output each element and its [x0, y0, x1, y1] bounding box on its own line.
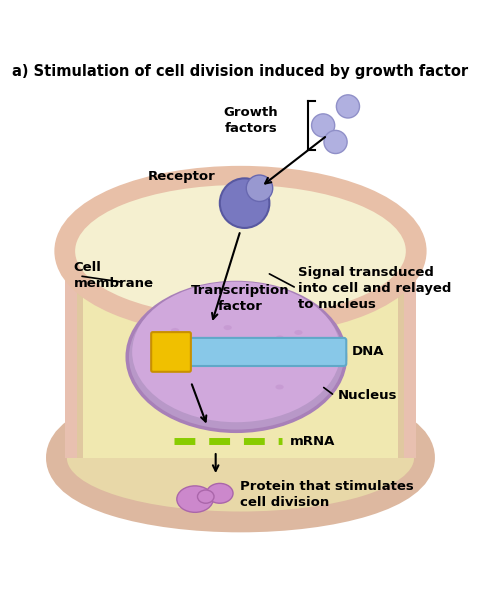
Text: Cell
membrane: Cell membrane	[73, 261, 153, 291]
Ellipse shape	[278, 370, 287, 375]
Ellipse shape	[67, 404, 413, 511]
Text: DNA: DNA	[351, 345, 384, 359]
Circle shape	[246, 175, 272, 201]
Bar	[67, 251, 413, 458]
Ellipse shape	[75, 185, 405, 317]
Ellipse shape	[67, 178, 413, 324]
Text: mRNA: mRNA	[289, 435, 335, 447]
Ellipse shape	[197, 490, 214, 503]
Text: Transcription
factor: Transcription factor	[191, 284, 289, 313]
Ellipse shape	[213, 388, 221, 393]
Circle shape	[336, 95, 359, 118]
Ellipse shape	[233, 379, 241, 384]
Ellipse shape	[67, 404, 413, 511]
Text: Nucleus: Nucleus	[337, 389, 396, 402]
Ellipse shape	[292, 375, 301, 380]
Text: Signal transduced
into cell and relayed
to nucleus: Signal transduced into cell and relayed …	[298, 266, 451, 311]
Bar	[65, 251, 83, 458]
Circle shape	[324, 130, 347, 154]
Circle shape	[219, 178, 269, 228]
Ellipse shape	[271, 384, 279, 389]
Circle shape	[311, 114, 334, 137]
Ellipse shape	[127, 283, 345, 431]
Bar	[65, 251, 77, 458]
Ellipse shape	[132, 282, 340, 422]
FancyBboxPatch shape	[159, 338, 346, 366]
Text: Receptor: Receptor	[148, 170, 215, 183]
Bar	[397, 251, 415, 458]
Ellipse shape	[296, 368, 304, 373]
Text: Growth
factors: Growth factors	[223, 106, 277, 135]
Ellipse shape	[206, 483, 232, 503]
Ellipse shape	[177, 486, 213, 513]
Ellipse shape	[237, 344, 245, 349]
Ellipse shape	[185, 363, 193, 368]
Text: a) Stimulation of cell division induced by growth factor: a) Stimulation of cell division induced …	[12, 64, 468, 79]
Bar	[403, 251, 415, 458]
FancyBboxPatch shape	[151, 332, 191, 371]
Text: Protein that stimulates
cell division: Protein that stimulates cell division	[240, 480, 413, 510]
